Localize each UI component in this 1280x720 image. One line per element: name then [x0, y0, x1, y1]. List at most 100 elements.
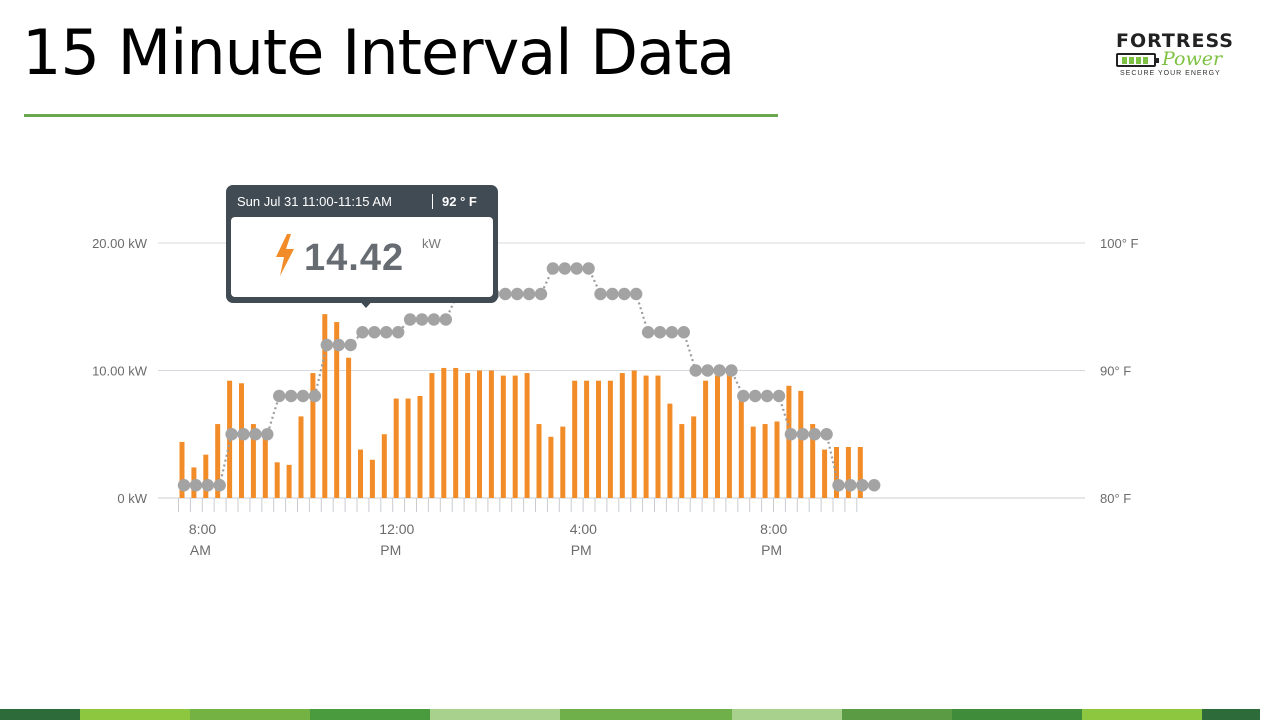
- footer-band-segment: [560, 709, 732, 720]
- temperature-point: [701, 364, 714, 377]
- y-right-tick-label: 100° F: [1100, 236, 1139, 251]
- kw-bar: [405, 398, 411, 498]
- temperature-point: [594, 287, 607, 301]
- kw-bar: [239, 383, 244, 498]
- kw-bar: [786, 385, 792, 498]
- footer-band-segment: [842, 709, 952, 720]
- temperature-point: [380, 326, 393, 339]
- kw-bar: [857, 447, 863, 498]
- kw-bar: [774, 421, 780, 498]
- kw-bar: [274, 462, 280, 498]
- temperature-point: [296, 389, 310, 403]
- kw-bar: [453, 367, 459, 498]
- temperature-point: [558, 262, 571, 275]
- kw-bar: [560, 426, 566, 498]
- kw-bar: [286, 464, 292, 498]
- temperature-point: [677, 326, 690, 339]
- tooltip-header: Sun Jul 31 11:00-11:15 AM 92 ° F: [226, 185, 498, 217]
- y-left-tick-label: 10.00 kW: [92, 364, 148, 379]
- kw-bar: [691, 416, 697, 498]
- kw-bar: [536, 424, 542, 498]
- y-right-tick-label: 80° F: [1100, 491, 1131, 506]
- temperature-point: [606, 287, 619, 301]
- kw-bar: [584, 380, 590, 498]
- kw-bar: [762, 424, 768, 498]
- tooltip-pointer: [357, 298, 375, 308]
- temperature-point: [713, 364, 726, 377]
- x-tick-label-period: PM: [571, 542, 592, 558]
- kw-bar: [524, 373, 530, 498]
- temperature-point: [534, 287, 548, 301]
- kw-bar: [572, 380, 578, 498]
- temperature-point: [320, 338, 333, 352]
- title-underline: [24, 114, 778, 117]
- company-logo: FORTRESS Power SECURE YOUR ENERGY: [1112, 30, 1258, 80]
- temperature-point: [439, 313, 452, 326]
- footer-band-segment: [1082, 709, 1202, 720]
- x-tick-label-period: PM: [761, 542, 782, 558]
- kw-bar: [179, 441, 185, 498]
- temperature-point: [392, 326, 405, 339]
- temperature-point: [284, 389, 298, 403]
- kw-bar: [441, 367, 447, 498]
- temperature-point: [249, 428, 262, 441]
- footer-band-segment: [952, 709, 1082, 720]
- kw-bar: [310, 373, 316, 498]
- temperature-point: [844, 479, 857, 492]
- y-left-tick-label: 20.00 kW: [92, 236, 148, 251]
- temperature-point: [344, 338, 357, 352]
- kw-bar: [607, 380, 613, 498]
- kw-bar: [631, 370, 637, 498]
- x-tick-label: 4:00: [570, 521, 597, 537]
- kw-bar: [429, 373, 435, 498]
- kw-bar: [298, 416, 304, 498]
- kw-bar: [798, 390, 804, 498]
- kw-bar: [322, 314, 328, 498]
- kw-bar: [417, 396, 423, 498]
- tooltip-divider: [432, 194, 433, 209]
- temperature-point: [368, 326, 381, 339]
- temperature-point: [273, 389, 286, 403]
- kw-bar: [655, 375, 661, 498]
- footer-band-segment: [430, 709, 560, 720]
- kw-bar: [643, 375, 649, 498]
- x-tick-label-period: PM: [380, 542, 401, 558]
- slide-title: 15 Minute Interval Data: [22, 16, 735, 89]
- temperature-point: [772, 389, 786, 403]
- tooltip-date: Sun Jul 31 11:00-11:15 AM: [237, 194, 392, 209]
- y-left-tick-label: 0 kW: [117, 491, 147, 506]
- temperature-point: [570, 262, 583, 275]
- temperature-point: [213, 479, 226, 492]
- tooltip-body: 14.42 kW: [231, 217, 493, 297]
- x-tick-label: 8:00: [760, 521, 787, 537]
- temperature-point: [403, 313, 417, 326]
- temperature-point: [189, 479, 203, 492]
- temperature-point: [177, 479, 191, 492]
- temperature-point: [582, 262, 595, 275]
- y-right-tick-label: 90° F: [1100, 364, 1131, 379]
- tooltip-temperature: 92 ° F: [442, 194, 477, 209]
- temperature-point: [856, 479, 869, 492]
- temperature-point: [522, 287, 536, 301]
- footer-band-segment: [732, 709, 842, 720]
- x-tick-label: 8:00: [189, 521, 216, 537]
- logo-wordmark: FORTRESS: [1116, 30, 1234, 52]
- footer-band-segment: [1202, 709, 1260, 720]
- temperature-point: [237, 428, 250, 441]
- temperature-point: [665, 326, 679, 339]
- kw-bar: [738, 396, 744, 498]
- temperature-point: [511, 287, 524, 301]
- kw-bar: [203, 454, 209, 498]
- temperature-point: [546, 262, 560, 275]
- temperature-point: [261, 428, 274, 441]
- x-tick-label-period: AM: [190, 542, 211, 558]
- kw-bar: [215, 424, 221, 498]
- temperature-point: [332, 338, 345, 352]
- temperature-point: [415, 313, 429, 326]
- temperature-point: [808, 428, 821, 441]
- tooltip-kw-value: 14.42: [304, 237, 405, 279]
- temperature-point: [832, 479, 845, 492]
- tooltip-unit: kW: [422, 236, 441, 251]
- kw-bar: [358, 449, 363, 498]
